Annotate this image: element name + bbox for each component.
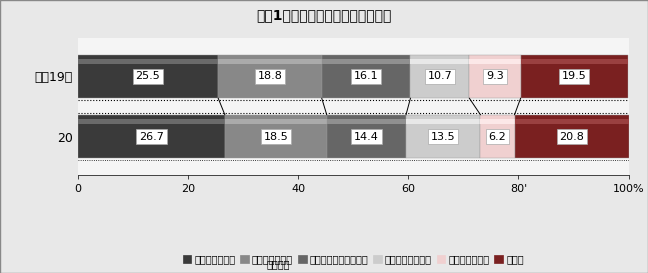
Bar (78, 55, 218, 98)
Bar (410, 55, 469, 98)
Bar (480, 118, 515, 124)
Bar (322, 58, 410, 64)
Bar (520, 58, 628, 64)
Text: 19.5: 19.5 (562, 72, 586, 81)
Bar (218, 58, 322, 64)
Text: 18.8: 18.8 (257, 72, 283, 81)
Text: 9.3: 9.3 (486, 72, 504, 81)
Bar (515, 118, 629, 124)
Bar (78, 115, 225, 158)
Text: 18.5: 18.5 (263, 132, 288, 141)
Legend: 輸送用機械器具, 生産用機械器具, 電子部品・デバイス・, 情報通信機械器具, 窯業・土石製品, その他: 輸送用機械器具, 生産用機械器具, 電子部品・デバイス・, 情報通信機械器具, … (179, 250, 527, 268)
Bar (78, 58, 218, 64)
Text: 電子回路: 電子回路 (267, 259, 290, 269)
Bar (78, 118, 225, 124)
Text: 20.8: 20.8 (559, 132, 584, 141)
Bar (469, 55, 520, 98)
Text: 16.1: 16.1 (354, 72, 378, 81)
Text: 25.5: 25.5 (135, 72, 160, 81)
Bar (515, 115, 629, 158)
Text: 13.5: 13.5 (431, 132, 456, 141)
Bar (322, 55, 410, 98)
Text: 14.4: 14.4 (354, 132, 379, 141)
Bar (225, 115, 327, 158)
Bar (327, 118, 406, 124)
Bar (480, 115, 515, 158)
Bar (520, 55, 628, 98)
Bar (469, 58, 520, 64)
Text: 10.7: 10.7 (428, 72, 452, 81)
Bar (327, 115, 406, 158)
Bar (225, 118, 327, 124)
Text: 6.2: 6.2 (489, 132, 506, 141)
Bar (406, 115, 480, 158)
Bar (410, 58, 469, 64)
Text: 図－1　産業別輸出額構成比の推移: 図－1 産業別輸出額構成比の推移 (257, 8, 391, 22)
Bar (406, 118, 480, 124)
Text: 26.7: 26.7 (139, 132, 164, 141)
Bar (218, 55, 322, 98)
